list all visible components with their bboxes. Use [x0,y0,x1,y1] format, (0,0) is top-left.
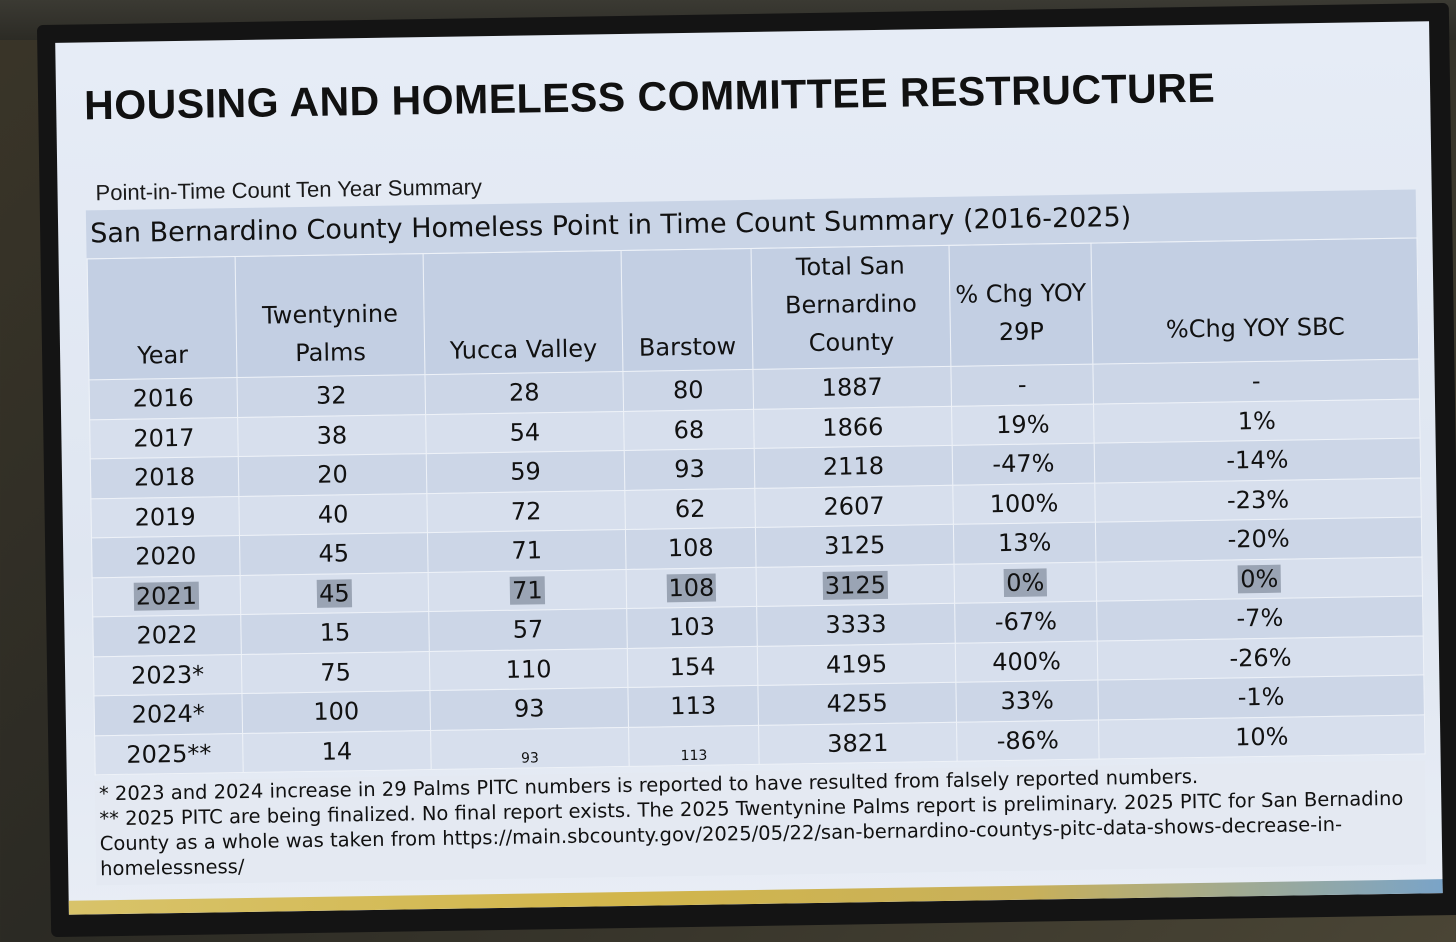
small-value: 93 [520,750,540,767]
cell-chg-sbc: 1% [1093,398,1421,444]
cell-year: 2023* [93,654,242,696]
cell-total-sbc: 3125 [755,524,954,567]
cell-total-sbc: 4195 [757,642,956,686]
cell-barstow: 108 [625,527,757,569]
cell-year: 2018 [90,456,239,499]
slide-subtitle: Point-in-Time Count Ten Year Summary [95,174,483,206]
slide-bottom-decoration [68,879,1443,915]
cell-total-sbc: 3333 [756,603,956,646]
table-header-row: Year Twentynine Palms Yucca Valley Barst… [87,237,1419,380]
cell-total-sbc: 2118 [754,445,953,488]
col-header-chg-sbc: %Chg YOY SBC [1090,237,1419,365]
cell-barstow: 93 [624,448,755,490]
cell-chg-29p: -86% [956,719,1100,762]
cell-yucca-valley: 54 [425,410,625,454]
cell-total-sbc: 4255 [757,682,957,725]
cell-chg-29p: 19% [951,403,1095,446]
cell-twentynine-palms: 40 [238,493,428,536]
col-header-twentynine-palms: Twentynine Palms [235,253,425,378]
cell-total-sbc: 1887 [752,366,952,409]
cell-twentynine-palms: 20 [238,453,427,497]
cell-year: 2020 [91,535,241,578]
footnotes: * 2023 and 2024 increase in 29 Palms PIT… [94,760,1427,886]
cell-chg-29p: - [950,364,1094,406]
cell-chg-29p: -67% [954,601,1098,643]
cell-chg-sbc: -23% [1094,477,1422,523]
cell-barstow: 103 [626,606,758,648]
cell-chg-29p: -47% [952,443,1095,485]
highlighted-value: 71 [509,575,545,605]
cell-barstow: 154 [627,645,758,688]
cell-twentynine-palms: 45 [240,572,429,615]
cell-chg-29p: 400% [955,640,1098,683]
cell-chg-29p: 13% [953,522,1096,564]
cell-barstow: 68 [623,408,755,451]
tv-frame: HOUSING AND HOMELESS COMMITTEE RESTRUCTU… [36,2,1456,938]
cell-twentynine-palms: 100 [241,690,431,734]
cell-barstow: 80 [622,369,754,411]
cell-chg-29p: 33% [955,680,1099,722]
cell-chg-29p: 0% [953,561,1097,604]
cell-twentynine-palms: 15 [240,611,430,655]
highlighted-value: 0% [1238,564,1281,594]
cell-chg-sbc: -14% [1094,437,1421,483]
col-header-total-sbc: Total San Bernardino County [751,245,951,370]
cell-yucca-valley: 57 [428,608,628,652]
col-header-year: Year [87,256,237,380]
cell-twentynine-palms: 38 [237,414,427,457]
cell-chg-29p: 100% [952,482,1096,525]
cell-twentynine-palms: 14 [242,730,432,773]
cell-chg-sbc: -20% [1095,516,1422,562]
cell-yucca-valley: 110 [429,647,628,691]
highlighted-value: 2021 [133,581,200,611]
cell-total-sbc: 3125 [756,563,955,607]
cell-year: 2016 [89,377,238,420]
cell-year: 2019 [90,496,240,538]
cell-total-sbc: 1866 [753,405,953,449]
pit-count-table: Year Twentynine Palms Yucca Valley Barst… [87,237,1426,775]
cell-yucca-valley: 93 [430,726,630,770]
highlighted-value: 108 [666,573,717,603]
cell-year: 2017 [89,417,239,459]
slide-title: HOUSING AND HOMELESS COMMITTEE RESTRUCTU… [83,64,1216,129]
cell-barstow: 113 [627,685,759,727]
cell-year: 2025** [94,733,244,775]
cell-chg-sbc: 10% [1098,714,1426,760]
cell-year: 2024* [93,693,243,736]
cell-chg-sbc: - [1092,358,1420,404]
cell-twentynine-palms: 32 [236,374,426,418]
cell-year: 2022 [92,614,242,657]
cell-twentynine-palms: 75 [241,651,430,694]
cell-yucca-valley: 28 [424,371,624,415]
presentation-slide: HOUSING AND HOMELESS COMMITTEE RESTRUCTU… [55,21,1443,915]
cell-barstow: 62 [624,487,756,530]
cell-year: 2021 [92,575,241,617]
cell-yucca-valley: 71 [428,568,627,612]
cell-chg-sbc: 0% [1095,556,1423,602]
col-header-barstow: Barstow [621,248,753,372]
summary-table-container: San Bernardino County Homeless Point in … [85,189,1427,886]
cell-yucca-valley: 93 [429,687,629,731]
cell-total-sbc: 2607 [754,484,954,528]
col-header-yucca-valley: Yucca Valley [423,250,623,375]
cell-chg-sbc: -7% [1096,595,1424,641]
cell-chg-sbc: -1% [1097,674,1425,720]
cell-chg-sbc: -26% [1097,635,1424,681]
highlighted-value: 3125 [822,570,889,600]
cell-total-sbc: 3821 [758,721,958,765]
cell-twentynine-palms: 45 [239,532,429,576]
cell-barstow: 108 [626,566,757,609]
cell-barstow: 113 [628,724,760,767]
small-value: 113 [680,747,708,764]
cell-yucca-valley: 59 [426,450,625,494]
cell-yucca-valley: 71 [427,529,627,573]
cell-yucca-valley: 72 [426,489,626,533]
highlighted-value: 0% [1004,568,1047,597]
col-header-chg-29p: % Chg YOY 29P [948,243,1093,367]
highlighted-value: 45 [316,579,352,608]
